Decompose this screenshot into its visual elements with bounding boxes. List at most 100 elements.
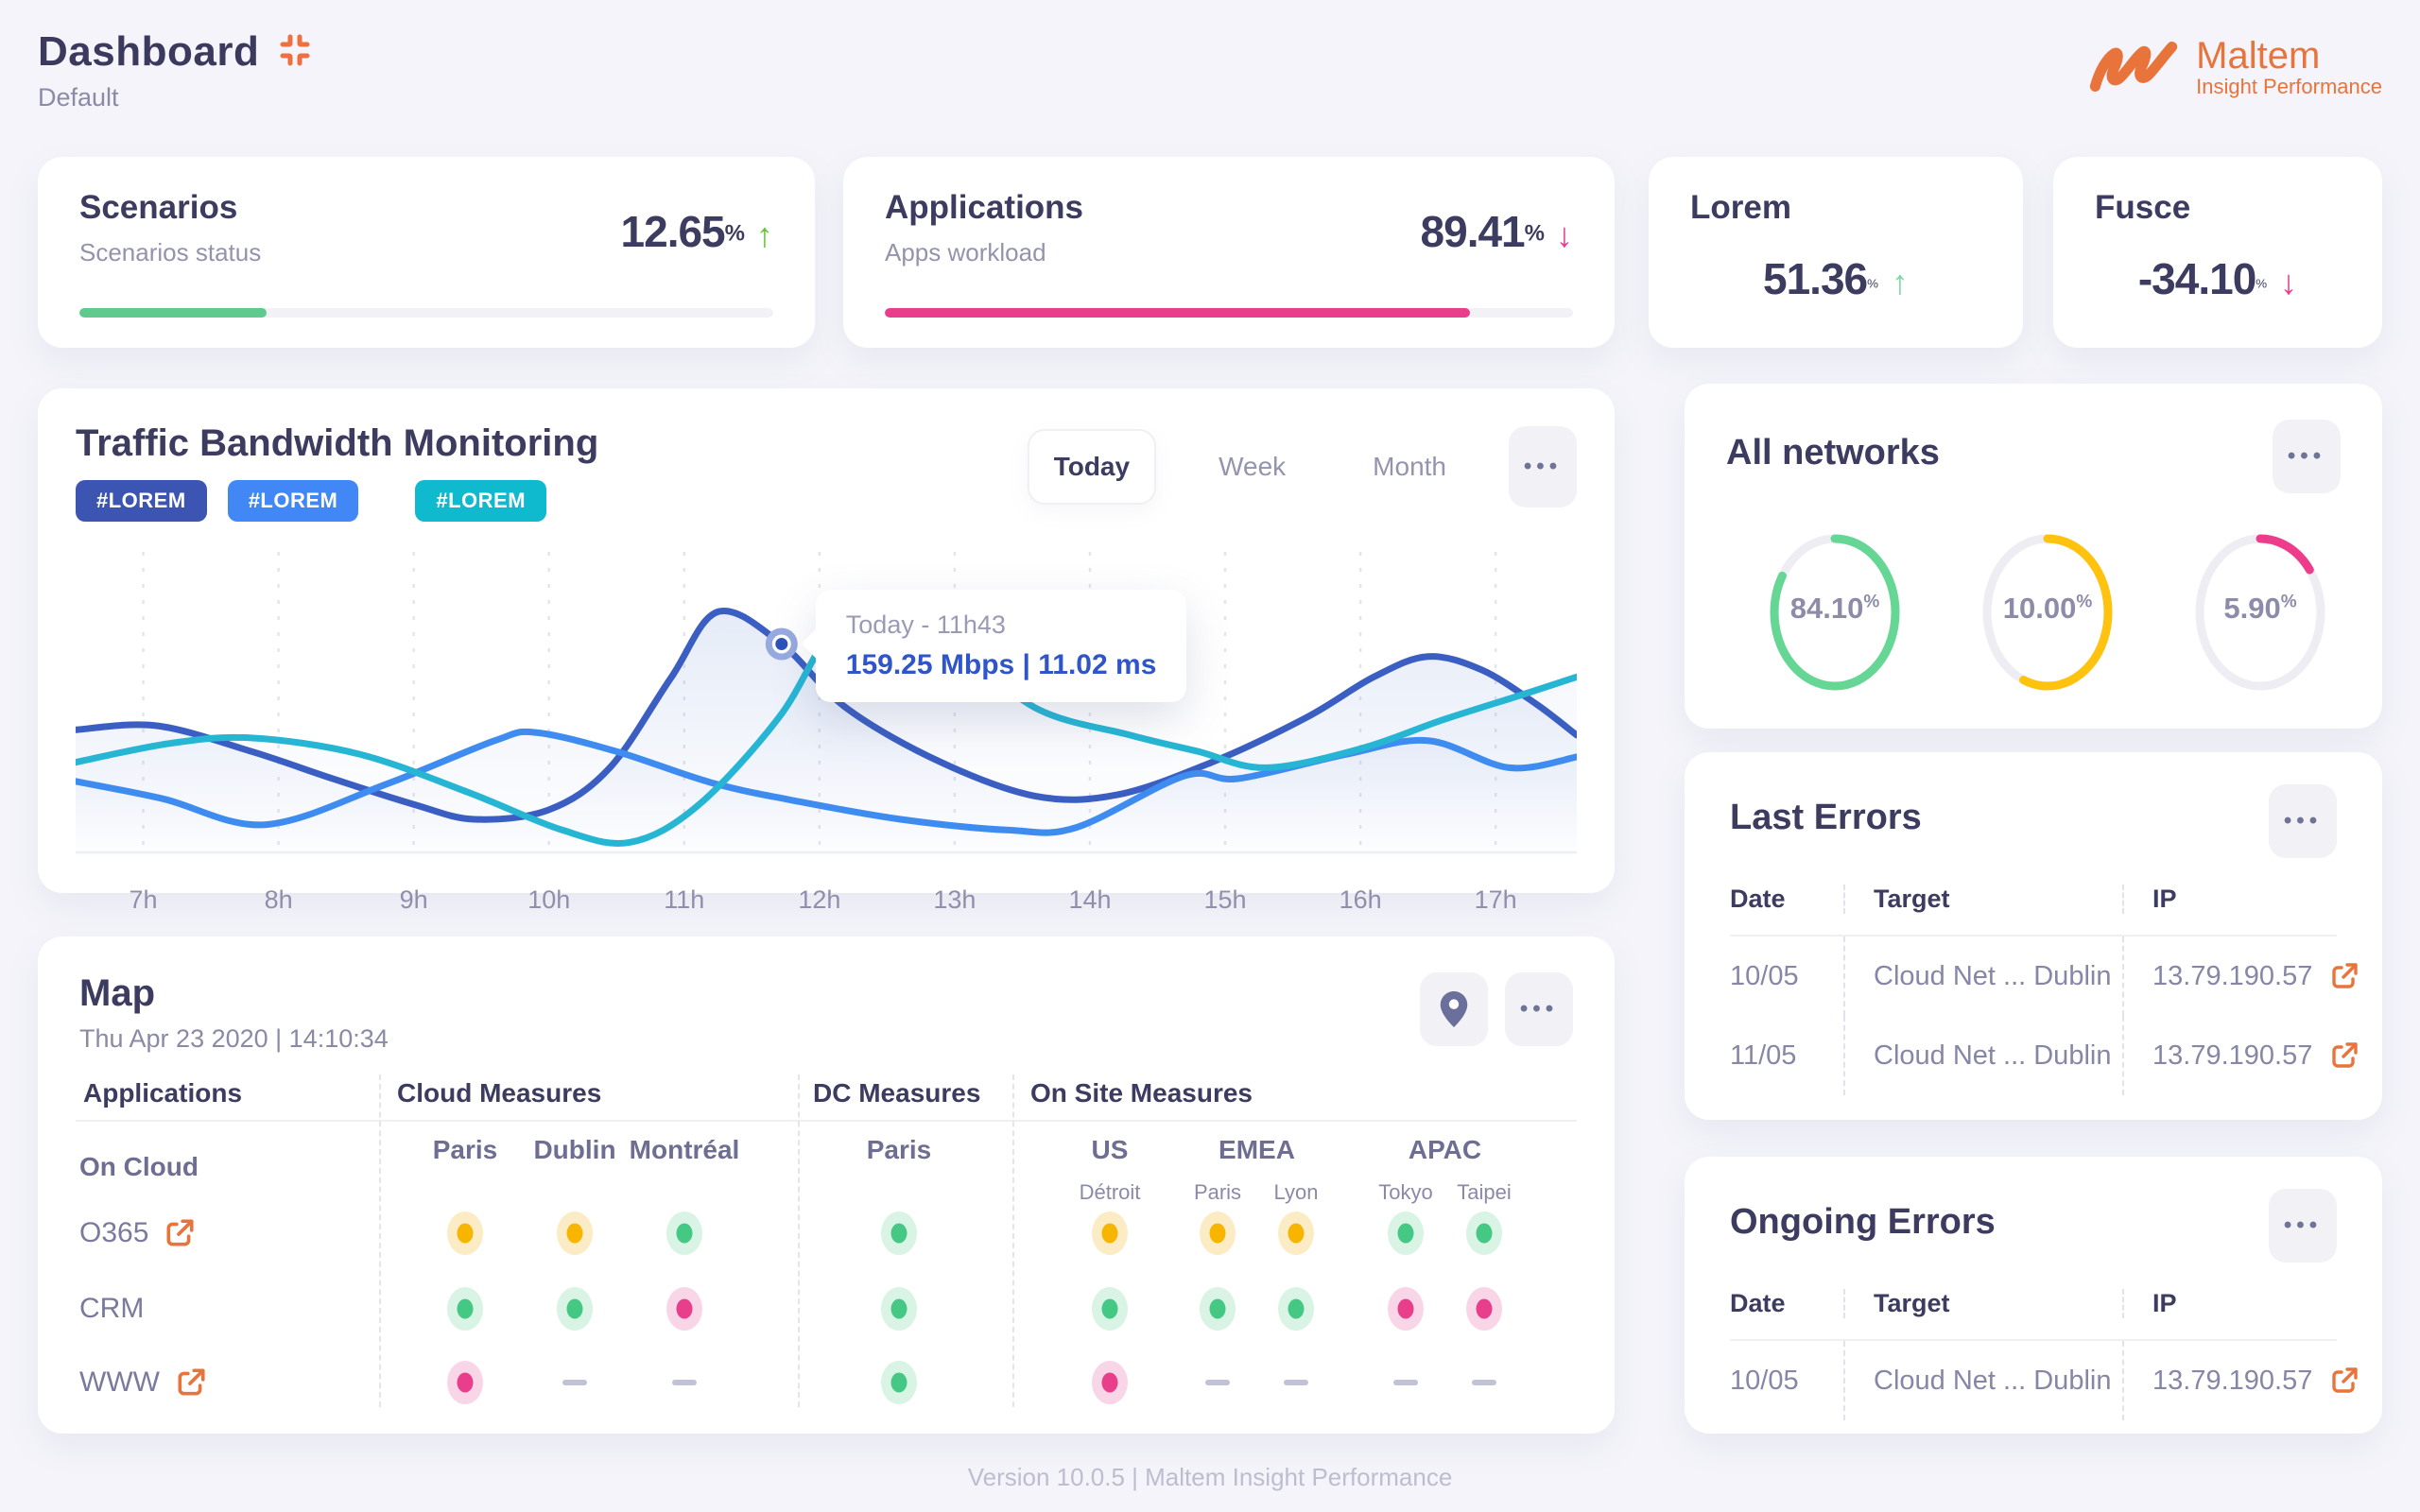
ellipsis-icon <box>1524 455 1562 478</box>
map-row-label[interactable]: CRM <box>79 1293 145 1324</box>
status-dot-ok[interactable] <box>1466 1211 1502 1255</box>
traffic-title: Traffic Bandwidth Monitoring <box>76 422 599 464</box>
last-errors-title: Last Errors <box>1730 798 1922 837</box>
x-tick-label: 15h <box>1203 885 1247 914</box>
x-tick-label: 7h <box>129 885 158 914</box>
network-rings: 84.10% 10.00% 5.90% <box>1726 518 2341 707</box>
lorem-title: Lorem <box>1690 189 1791 226</box>
status-dot-ok[interactable] <box>881 1361 917 1404</box>
all-networks-more-button[interactable] <box>2273 420 2341 493</box>
status-dot-err[interactable] <box>1466 1287 1502 1331</box>
sub-city-header: Paris <box>1193 1180 1242 1204</box>
sub-city-header: Tokyo <box>1378 1180 1433 1204</box>
map-more-button[interactable] <box>1505 972 1573 1046</box>
status-dot-err[interactable] <box>1388 1287 1424 1331</box>
status-dot-warn[interactable] <box>557 1211 593 1255</box>
tab-month[interactable]: Month <box>1373 452 1446 481</box>
x-tick-label: 9h <box>399 885 428 914</box>
page-subtitle: Default <box>38 83 119 112</box>
ellipsis-icon <box>2288 445 2325 468</box>
no-measure-dash <box>1284 1380 1308 1385</box>
tag-lorem-3[interactable]: #LOREM <box>415 480 547 522</box>
fusce-title: Fusce <box>2095 189 2191 226</box>
status-dot-err[interactable] <box>447 1361 483 1404</box>
version-footer: Version 10.0.5 | Maltem Insight Performa… <box>967 1463 1453 1491</box>
status-dot-ok[interactable] <box>1388 1211 1424 1255</box>
traffic-more-button[interactable] <box>1509 426 1577 507</box>
chart-marker-dot <box>765 627 798 661</box>
external-link-icon[interactable] <box>2329 961 2360 991</box>
brand-name: Maltem <box>2196 34 2321 77</box>
last-errors-table: Date Target IP 10/05 Cloud Net ... Dubli… <box>1730 885 2359 1095</box>
applications-card: Applications Apps workload 89.41% ↓ <box>843 157 1615 348</box>
map-row-label[interactable]: O365 <box>79 1217 196 1249</box>
x-tick-label: 13h <box>933 885 977 914</box>
city-header: Paris <box>432 1135 498 1164</box>
external-link-icon[interactable] <box>164 1217 196 1249</box>
last-errors-more-button[interactable] <box>2269 784 2337 858</box>
applications-title: Applications <box>885 189 1084 226</box>
status-dot-warn[interactable] <box>447 1211 483 1255</box>
lorem-card: Lorem 51.36% ↑ <box>1649 157 2023 348</box>
no-measure-dash <box>1205 1380 1230 1385</box>
dashboard-cross-icon <box>276 33 310 72</box>
status-dot-ok[interactable] <box>881 1211 917 1255</box>
external-link-icon[interactable] <box>2329 1040 2360 1071</box>
x-tick-label: 12h <box>798 885 841 914</box>
ellipsis-icon <box>2284 1214 2322 1237</box>
status-dot-err[interactable] <box>1092 1361 1128 1404</box>
brand-logo: Maltem Insight Performance <box>2086 34 2382 99</box>
applications-subtitle: Apps workload <box>885 238 1046 266</box>
status-dot-ok[interactable] <box>1092 1287 1128 1331</box>
tag-lorem-2[interactable]: #LOREM <box>227 480 359 522</box>
status-dot-ok[interactable] <box>1278 1287 1314 1331</box>
x-tick-label: 11h <box>664 885 705 914</box>
status-dot-ok[interactable] <box>557 1287 593 1331</box>
status-dot-err[interactable] <box>666 1287 702 1331</box>
tab-today[interactable]: Today <box>1027 429 1157 505</box>
ongoing-errors-more-button[interactable] <box>2269 1189 2337 1263</box>
map-measures-table: Applications Cloud Measures DC Measures On … <box>76 1071 1577 1418</box>
measure-group-header: Cloud Measures <box>397 1078 602 1108</box>
table-row: 10/05 Cloud Net ... Dublin 13.79.190.57 <box>1730 1341 2359 1420</box>
no-measure-dash <box>1472 1380 1496 1385</box>
row-group-label: On Cloud <box>79 1152 199 1181</box>
bandwidth-chart[interactable]: Today - 11h43 159.25 Mbps | 11.02 ms 7h 8… <box>72 548 1581 923</box>
status-dot-ok[interactable] <box>447 1287 483 1331</box>
map-pin-button[interactable] <box>1420 972 1488 1046</box>
map-row-label[interactable]: WWW <box>79 1366 207 1399</box>
series-area-teal <box>76 599 1577 860</box>
sub-city-header: Détroit <box>1079 1180 1141 1204</box>
column-separator <box>379 1074 381 1407</box>
all-networks-title: All networks <box>1726 433 1940 472</box>
tab-week[interactable]: Week <box>1219 452 1287 481</box>
status-dot-ok[interactable] <box>1200 1287 1236 1331</box>
sub-city-header: Lyon <box>1273 1180 1319 1204</box>
no-measure-dash <box>672 1380 697 1385</box>
measure-group-header: DC Measures <box>813 1078 981 1108</box>
city-header: Montréal <box>629 1135 740 1164</box>
status-dot-ok[interactable] <box>881 1287 917 1331</box>
ring-value-1: 84.10% <box>1789 592 1880 625</box>
measure-group-header: On Site Measures <box>1030 1078 1253 1108</box>
status-dot-warn[interactable] <box>1200 1211 1236 1255</box>
status-dot-warn[interactable] <box>1092 1211 1128 1255</box>
column-separator <box>1012 1074 1014 1407</box>
map-card: Map Thu Apr 23 2020 | 14:10:34 Applicati… <box>38 936 1615 1434</box>
x-tick-label: 14h <box>1068 885 1112 914</box>
city-header: Dublin <box>533 1135 616 1164</box>
ellipsis-icon <box>1520 998 1558 1021</box>
status-dot-ok[interactable] <box>666 1211 702 1255</box>
external-link-icon[interactable] <box>2329 1366 2360 1396</box>
scenarios-title: Scenarios <box>79 189 238 226</box>
status-dot-warn[interactable] <box>1278 1211 1314 1255</box>
external-link-icon[interactable] <box>175 1366 207 1399</box>
scenarios-progress-fill <box>79 308 268 318</box>
tag-lorem-1[interactable]: #LOREM <box>76 480 207 522</box>
last-errors-card: Last Errors Date Target IP 10/05 Cloud N… <box>1685 752 2382 1120</box>
fusce-value: -34.10% ↓ <box>2137 254 2298 303</box>
column-header-date: Date <box>1730 1289 1786 1317</box>
region-header: EMEA <box>1219 1135 1295 1164</box>
ellipsis-icon <box>2284 810 2322 833</box>
